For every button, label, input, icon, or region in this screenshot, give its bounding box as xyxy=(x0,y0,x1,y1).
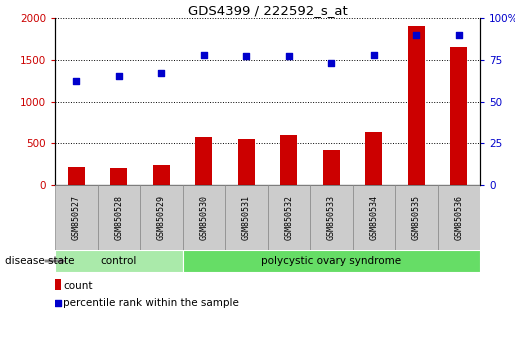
Point xyxy=(54,300,62,306)
Bar xyxy=(408,26,425,185)
Bar xyxy=(110,168,127,185)
Bar xyxy=(395,185,438,250)
Point xyxy=(242,53,250,59)
Text: GSM850527: GSM850527 xyxy=(72,195,81,240)
Text: GSM850530: GSM850530 xyxy=(199,195,208,240)
Bar xyxy=(55,185,97,250)
Bar xyxy=(182,185,225,250)
Bar xyxy=(352,185,395,250)
Point xyxy=(327,60,335,66)
Text: GSM850536: GSM850536 xyxy=(454,195,464,240)
Bar xyxy=(238,139,255,185)
Point xyxy=(200,52,208,58)
Point xyxy=(285,53,293,59)
Text: count: count xyxy=(63,280,93,291)
Bar xyxy=(55,279,61,290)
Text: polycystic ovary syndrome: polycystic ovary syndrome xyxy=(261,256,401,266)
Text: GSM850533: GSM850533 xyxy=(327,195,336,240)
Point xyxy=(115,74,123,79)
Point xyxy=(72,79,80,84)
Point xyxy=(412,32,420,38)
Text: GSM850531: GSM850531 xyxy=(242,195,251,240)
Bar xyxy=(310,185,352,250)
Bar xyxy=(280,135,297,185)
Bar xyxy=(195,137,212,185)
Bar xyxy=(267,185,310,250)
Bar xyxy=(323,150,340,185)
Bar xyxy=(182,250,480,272)
Text: GSM850532: GSM850532 xyxy=(284,195,293,240)
Bar xyxy=(365,132,382,185)
Bar xyxy=(97,185,140,250)
Bar xyxy=(225,185,267,250)
Text: GSM850528: GSM850528 xyxy=(114,195,123,240)
Text: control: control xyxy=(100,256,137,266)
Bar xyxy=(438,185,480,250)
Text: GSM850534: GSM850534 xyxy=(369,195,378,240)
Text: GSM850529: GSM850529 xyxy=(157,195,166,240)
Bar xyxy=(140,185,182,250)
Text: percentile rank within the sample: percentile rank within the sample xyxy=(63,297,239,308)
Bar xyxy=(450,47,467,185)
Text: GSM850535: GSM850535 xyxy=(412,195,421,240)
Bar xyxy=(153,165,170,185)
Point xyxy=(370,52,378,58)
Bar xyxy=(68,167,85,185)
Point xyxy=(455,32,463,38)
Bar xyxy=(55,250,182,272)
Text: disease state: disease state xyxy=(5,256,75,266)
Title: GDS4399 / 222592_s_at: GDS4399 / 222592_s_at xyxy=(187,4,348,17)
Point xyxy=(157,70,165,76)
